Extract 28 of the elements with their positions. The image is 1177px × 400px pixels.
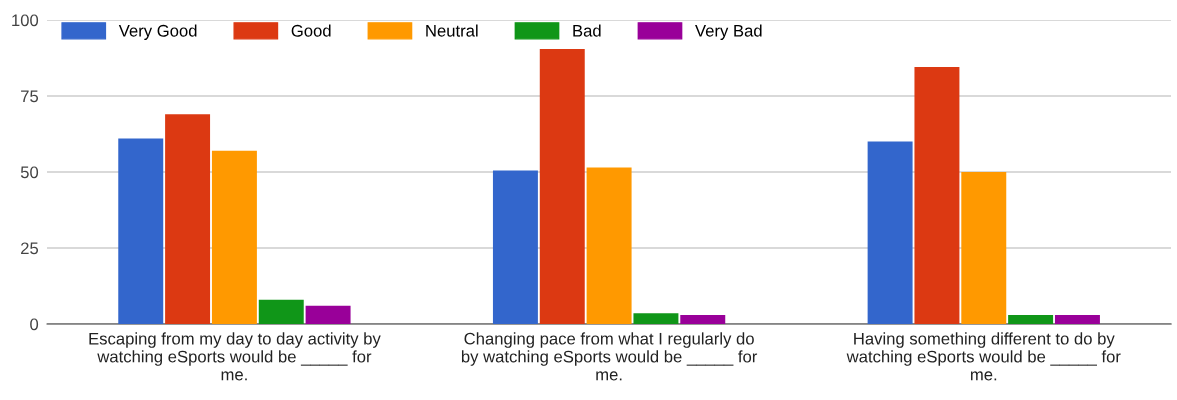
bar	[680, 314, 726, 324]
bar	[914, 67, 960, 324]
bar	[633, 313, 679, 324]
bar	[211, 150, 257, 324]
bar	[258, 299, 304, 324]
x-tick-label: Having something different to do by watching eSports would be _____ for me.	[846, 332, 1121, 381]
x-tick-label: Changing pace from what I regularly do by watching eSports would be _____ for me.	[461, 332, 758, 381]
bar	[539, 48, 585, 324]
legend-label: Bad	[573, 24, 601, 37]
bar	[867, 141, 913, 324]
bar	[1054, 314, 1100, 324]
bar	[165, 114, 211, 324]
y-tick-label: 100	[12, 14, 39, 27]
bar	[118, 138, 164, 324]
bar	[961, 172, 1007, 324]
legend-label: Very Good	[118, 24, 197, 40]
x-tick-label: Escaping from my day to day activity by watching eSports would be _____ for me.	[89, 332, 381, 381]
legend-label: Very Bad	[695, 24, 762, 40]
bar	[1008, 314, 1054, 324]
bar	[305, 305, 351, 324]
y-tick-label: 75	[21, 90, 39, 103]
bar	[492, 170, 538, 324]
y-tick-label: 50	[20, 166, 39, 179]
y-tick-label: 0	[30, 318, 39, 331]
bar	[586, 167, 632, 324]
y-tick-label: 25	[21, 242, 39, 255]
legend-label: Neutral	[426, 24, 478, 37]
legend-label: Good	[291, 24, 331, 37]
